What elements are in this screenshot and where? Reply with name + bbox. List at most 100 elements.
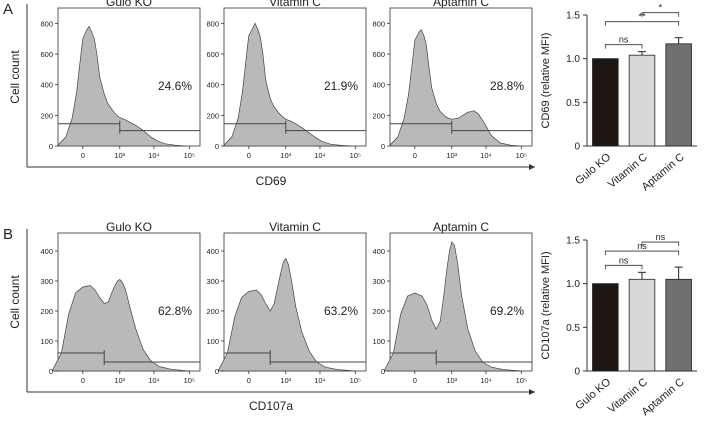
x-axis-label: CD107a [249, 399, 293, 413]
y-axis-label: Cell count [8, 275, 22, 329]
histogram-curve [223, 22, 352, 147]
y-tick-label: 400 [372, 81, 385, 90]
histogram-title: Aptamin C [433, 0, 489, 9]
gate-percent: 24.6% [158, 79, 192, 93]
histogram-curve [389, 28, 520, 147]
bar [592, 58, 619, 147]
histogram-0: Gulo KO 0 200 400 600 800 0 10³ 10⁴ 10⁵ 24.6% [40, 0, 201, 160]
y-tick-label: 100 [40, 337, 53, 346]
x-tick-label: 10⁵ [350, 151, 361, 160]
x-tick-label: 10⁴ [480, 151, 492, 160]
x-axis-arrow [529, 389, 535, 395]
panel-label: B [3, 226, 13, 243]
bar-y-tick-label: 0.5 [566, 323, 580, 334]
y-tick-label: 200 [40, 111, 53, 120]
y-tick-label: 400 [206, 81, 219, 90]
x-tick-label: 10⁴ [148, 151, 160, 160]
y-tick-label: 400 [206, 247, 219, 256]
y-tick-label: 200 [372, 111, 385, 120]
bar-y-tick-label: 1.5 [566, 11, 580, 22]
bar-y-axis-label: CD107a (relative MFI) [540, 251, 552, 359]
y-tick-label: 800 [206, 19, 219, 28]
x-tick-label: 10³ [446, 376, 457, 385]
histogram-0: Gulo KO 0 100 200 300 400 0 10³ 10⁴ 10⁵ 62.8% [40, 220, 201, 385]
bar [628, 278, 656, 372]
x-axis-label: CD69 [256, 174, 287, 188]
y-axis-label: Cell count [8, 50, 22, 104]
y-tick-label: 0 [215, 367, 219, 376]
x-tick-label: 0 [413, 376, 417, 385]
y-tick-label: 200 [206, 111, 219, 120]
x-tick-label: 0 [413, 151, 417, 160]
bar-y-tick-label: 1.0 [566, 279, 580, 290]
y-tick-label: 400 [40, 81, 53, 90]
x-tick-label: 0 [247, 376, 251, 385]
gate-percent: 28.8% [490, 79, 524, 93]
significance-bracket [604, 21, 680, 26]
bar-y-tick-label: 1.5 [566, 236, 580, 247]
bar-y-tick-label: 1.0 [566, 54, 580, 65]
bar-y-tick-label: 0 [574, 367, 580, 378]
y-tick-label: 600 [206, 50, 219, 59]
histogram-2: Aptamin C 0 200 400 600 800 0 10³ 10⁴ 10⁵ 28.8% [372, 0, 533, 160]
x-tick-label: 0 [81, 376, 85, 385]
y-tick-label: 0 [381, 142, 385, 151]
x-tick-label: 10³ [114, 151, 125, 160]
bar [628, 54, 656, 147]
significance-label: ns [656, 232, 666, 242]
x-tick-label: 10⁵ [350, 376, 361, 385]
bar [665, 278, 692, 372]
histogram-1: Vitamin C 0 200 400 600 800 0 10³ 10⁴ 10⁵ 21.9% [206, 0, 367, 160]
y-tick-label: 100 [206, 337, 219, 346]
y-tick-label: 600 [40, 50, 53, 59]
bar-y-axis-label: CD69 (relative MFI) [540, 33, 552, 129]
histogram-title: Gulo KO [106, 0, 152, 9]
panel-label: A [3, 1, 13, 18]
x-tick-label: 0 [81, 151, 85, 160]
bar [665, 43, 692, 147]
significance-bracket [641, 12, 680, 17]
histogram-curve [218, 257, 356, 372]
significance-bracket [604, 44, 643, 49]
y-tick-label: 200 [372, 307, 385, 316]
x-tick-label: 10⁵ [516, 376, 527, 385]
significance-bracket [604, 264, 643, 270]
y-tick-label: 400 [40, 247, 53, 256]
x-tick-label: 10³ [114, 376, 125, 385]
histogram-curve [52, 279, 190, 372]
x-tick-label: 10³ [446, 151, 457, 160]
bar-y-tick-label: 0.5 [566, 98, 580, 109]
significance-bracket [641, 241, 680, 247]
histogram-curve [384, 241, 522, 372]
x-tick-label: 10⁴ [314, 376, 326, 385]
x-axis-arrow [529, 164, 535, 170]
x-tick-label: 10⁴ [314, 151, 326, 160]
y-tick-label: 0 [49, 142, 53, 151]
y-tick-label: 800 [40, 19, 53, 28]
y-tick-label: 0 [49, 367, 53, 376]
x-tick-label: 0 [247, 151, 251, 160]
histogram-title: Aptamin C [433, 220, 489, 234]
y-tick-label: 800 [372, 19, 385, 28]
gate-percent: 21.9% [324, 79, 358, 93]
y-tick-label: 200 [206, 307, 219, 316]
bar-y-tick-label: 0 [574, 142, 580, 153]
x-tick-label: 10³ [280, 151, 291, 160]
x-tick-label: 10³ [280, 376, 291, 385]
significance-label: * [659, 3, 663, 13]
significance-label: ns [619, 35, 629, 45]
significance-label: ns [619, 255, 629, 265]
y-tick-label: 200 [40, 307, 53, 316]
histogram-2: Aptamin C 0 100 200 300 400 0 10³ 10⁴ 10⁵ 69.2% [372, 220, 533, 385]
histogram-title: Gulo KO [106, 220, 152, 234]
y-tick-label: 0 [381, 367, 385, 376]
gate-percent: 62.8% [158, 304, 192, 318]
gate-percent: 63.2% [324, 304, 358, 318]
x-tick-label: 10⁴ [480, 376, 492, 385]
x-tick-label: 10⁵ [516, 151, 527, 160]
x-tick-label: 10⁵ [184, 376, 195, 385]
histogram-title: Vitamin C [269, 220, 321, 234]
